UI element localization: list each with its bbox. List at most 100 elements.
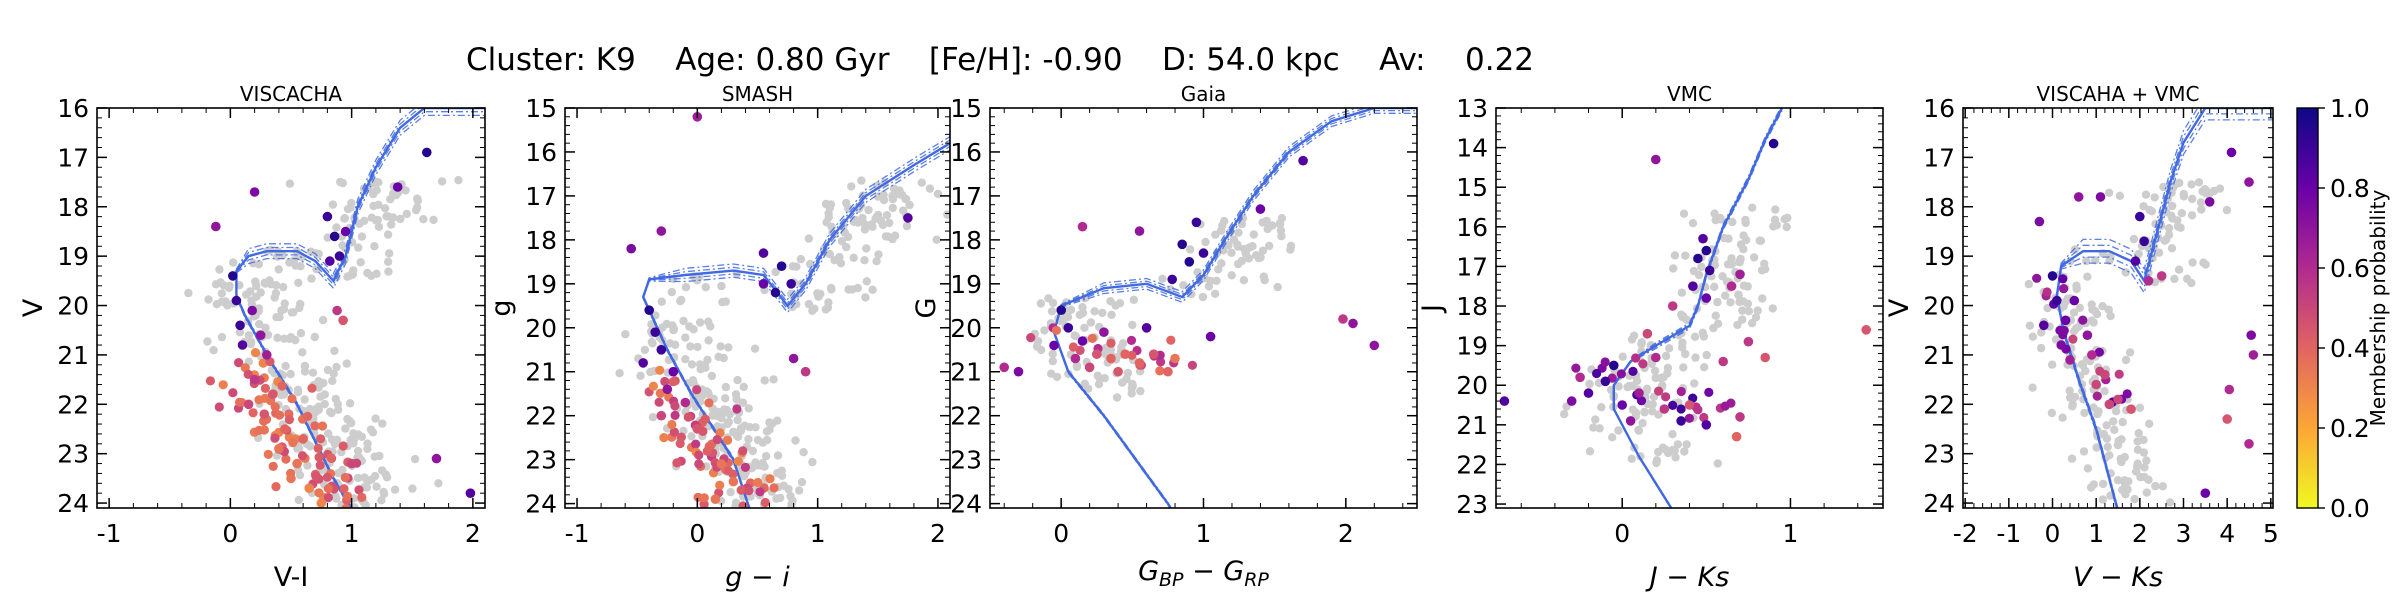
- field-star: [353, 473, 363, 483]
- field-star: [1678, 343, 1687, 352]
- plot-area-2: [999, 108, 1417, 508]
- member-star: [740, 462, 751, 472]
- member-star: [1631, 353, 1641, 363]
- member-star: [2059, 284, 2069, 294]
- field-star: [693, 342, 702, 352]
- field-star: [300, 395, 309, 404]
- field-star: [1747, 319, 1757, 328]
- x-axis-label: V − Ks: [2073, 562, 2163, 593]
- isochrone-line: [235, 108, 421, 508]
- panel-3: 0 1 13 14 15 16 17 18 19 20 21 22 23 VMC J − Ks J: [1417, 82, 1884, 593]
- member-star: [313, 443, 323, 453]
- field-star: [2176, 223, 2185, 232]
- x-axis-label: g − i: [725, 562, 790, 593]
- field-star: [804, 299, 814, 309]
- field-star: [667, 287, 676, 297]
- field-star: [314, 402, 323, 411]
- member-star: [235, 320, 245, 331]
- y-tick-label: 20: [57, 292, 89, 321]
- member-star: [2069, 295, 2080, 306]
- member-star: [668, 366, 679, 377]
- field-star: [1625, 381, 1634, 391]
- y-tick-label: 17: [1456, 252, 1488, 281]
- y-axis-label: V: [18, 298, 49, 317]
- member-star: [260, 383, 270, 393]
- member-star: [1634, 388, 1644, 398]
- field-star: [2145, 419, 2154, 428]
- y-axis-label: J: [1417, 304, 1448, 314]
- field-star: [860, 225, 870, 234]
- member-star: [736, 485, 746, 495]
- field-star: [1597, 403, 1606, 412]
- isochrone-line: [1053, 109, 1417, 508]
- y-tick-label: 19: [950, 270, 982, 299]
- member-star: [2034, 216, 2045, 227]
- member-star: [1177, 239, 1187, 250]
- field-star: [260, 278, 269, 287]
- field-star: [340, 214, 349, 223]
- member-star: [286, 473, 296, 484]
- field-star: [748, 446, 757, 456]
- member-star: [2094, 347, 2104, 357]
- field-star: [681, 283, 691, 292]
- member-star: [1617, 400, 1627, 410]
- member-star: [2060, 315, 2071, 326]
- y-tick-label: 17: [1923, 143, 1955, 172]
- field-star: [720, 408, 729, 417]
- y-tick-label: 21: [1456, 411, 1488, 440]
- field-star: [217, 289, 226, 298]
- field-star: [2133, 459, 2142, 468]
- field-star: [813, 289, 822, 298]
- member-star: [662, 384, 673, 395]
- field-star: [319, 378, 328, 388]
- field-star: [1728, 217, 1737, 227]
- x-tick-label: -1: [97, 519, 122, 548]
- member-star: [322, 472, 332, 482]
- field-star: [873, 192, 883, 201]
- member-star: [1699, 412, 1709, 423]
- y-tick-label: 21: [1923, 341, 1955, 370]
- field-star: [1682, 440, 1691, 449]
- field-star: [1726, 298, 1735, 307]
- panel-2: 0 1 2 15 16 17 18 19 20 21 22 23 24 Gaia GBP − GRP G: [911, 82, 1418, 591]
- field-star: [1679, 312, 1688, 321]
- y-tick-label: 15: [950, 94, 982, 123]
- field-star: [318, 315, 328, 325]
- member-star: [656, 226, 667, 236]
- field-star: [648, 413, 658, 422]
- field-star: [2197, 205, 2206, 214]
- field-star: [2037, 328, 2046, 337]
- field-star: [621, 330, 630, 339]
- field-star: [2024, 279, 2034, 289]
- field-star: [384, 212, 393, 221]
- field-star: [1721, 291, 1730, 300]
- member-star: [1600, 376, 1611, 387]
- field-star: [357, 432, 367, 441]
- member-star: [1726, 281, 1737, 292]
- field-star: [2201, 260, 2210, 269]
- field-star: [1648, 400, 1658, 409]
- field-star: [2083, 464, 2093, 473]
- member-star: [274, 443, 284, 454]
- field-star: [874, 250, 883, 259]
- member-star: [2039, 320, 2049, 331]
- x-tick-label: 2: [930, 519, 946, 548]
- member-star: [303, 411, 313, 421]
- x-tick-label: 2: [2132, 519, 2148, 548]
- field-star: [899, 206, 908, 215]
- isochrone-line: [2056, 119, 2273, 508]
- field-star: [1713, 319, 1723, 328]
- field-star: [349, 266, 358, 275]
- field-star: [2098, 495, 2107, 504]
- member-star: [326, 453, 336, 463]
- field-star: [1262, 216, 1271, 226]
- field-star: [2091, 307, 2100, 316]
- member-star: [322, 211, 333, 222]
- member-star: [758, 248, 769, 258]
- field-star: [274, 265, 283, 274]
- field-star: [1743, 299, 1753, 308]
- member-star: [235, 397, 245, 407]
- field-star: [1742, 235, 1751, 245]
- field-star: [2132, 467, 2141, 476]
- field-star: [2070, 245, 2080, 254]
